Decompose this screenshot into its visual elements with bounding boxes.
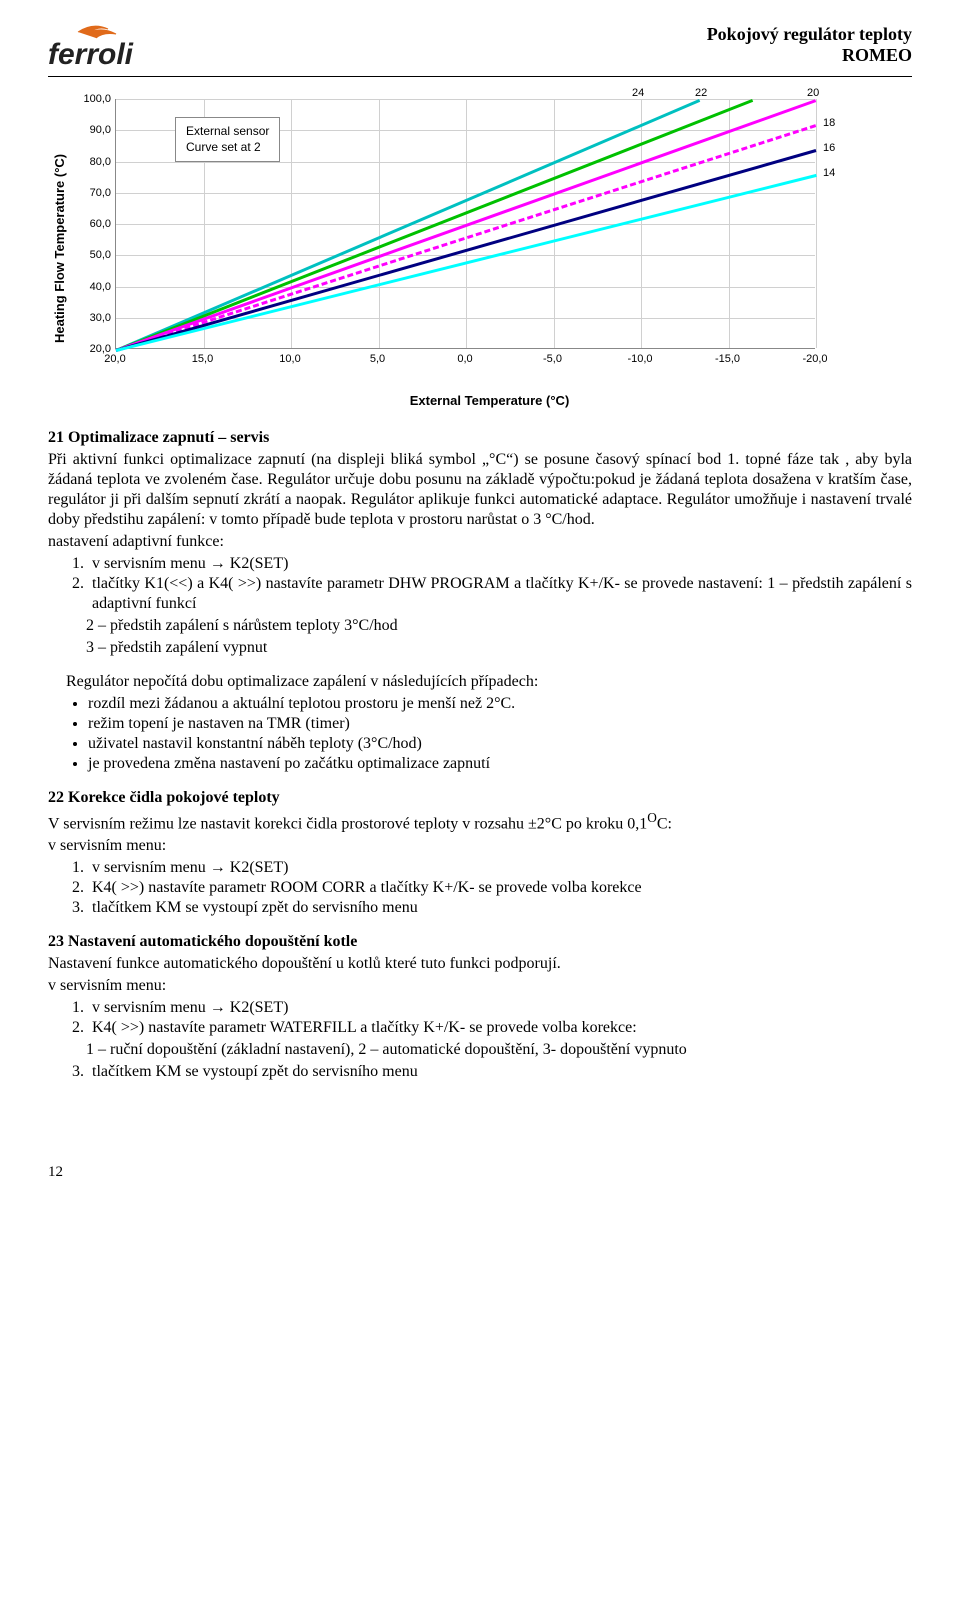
sec21-b1: rozdíl mezi žádanou a aktuální teplotou … — [88, 694, 912, 714]
series-label: 20 — [807, 87, 819, 99]
sec21-li1: v servisním menu → K2(SET) — [88, 554, 912, 574]
section-22: 22 Korekce čidla pokojové teploty V serv… — [48, 788, 912, 918]
x-tick: 10,0 — [279, 353, 300, 365]
x-tick: 0,0 — [457, 353, 472, 365]
x-tick: -10,0 — [627, 353, 652, 365]
series-label: 16 — [823, 142, 835, 154]
header-title-line2: ROMEO — [707, 45, 912, 66]
sec23-steps: v servisním menu → K2(SET) K4( >>) nasta… — [88, 998, 912, 1038]
y-axis-label: Heating Flow Temperature (°C) — [48, 89, 67, 408]
sec22-li3: tlačítkem KM se vystoupí zpět do servisn… — [88, 898, 912, 918]
page-number: 12 — [48, 1164, 912, 1181]
y-tick: 90,0 — [67, 124, 111, 136]
y-tick: 30,0 — [67, 312, 111, 324]
x-tick: 5,0 — [370, 353, 385, 365]
sec21-b4: je provedena změna nastavení po začátku … — [88, 754, 912, 774]
sec21-title: 21 Optimalizace zapnutí – servis — [48, 429, 269, 446]
series-label: 18 — [823, 117, 835, 129]
sec22-p2: v servisním menu: — [48, 836, 912, 856]
x-tick: -20,0 — [802, 353, 827, 365]
sec21-p2: nastavení adaptivní funkce: — [48, 532, 912, 552]
header-title-line1: Pokojový regulátor teploty — [707, 24, 912, 45]
header-title: Pokojový regulátor teploty ROMEO — [707, 24, 912, 66]
sec22-p1: V servisním režimu lze nastavit korekci … — [48, 810, 912, 834]
sec21-p1: Při aktivní funkci optimalizace zapnutí … — [48, 450, 912, 530]
page-header: ferroli Pokojový regulátor teploty ROMEO — [48, 24, 912, 77]
sec22-li1: v servisním menu → K2(SET) — [88, 858, 912, 878]
x-tick: 20,0 — [104, 353, 125, 365]
series-label: 14 — [823, 167, 835, 179]
sec21-bullets: rozdíl mezi žádanou a aktuální teplotou … — [88, 694, 912, 774]
sec21-b3: uživatel nastavil konstantní náběh teplo… — [88, 734, 912, 754]
x-axis-label: External Temperature (°C) — [67, 393, 912, 408]
sec21-p3: Regulátor nepočítá dobu optimalizace zap… — [66, 672, 912, 692]
logo-text: ferroli — [48, 38, 134, 70]
sec21-li2: tlačítky K1(<<) a K4( >>) nastavíte para… — [88, 574, 912, 614]
section-21: 21 Optimalizace zapnutí – servis Při akt… — [48, 428, 912, 774]
y-tick: 80,0 — [67, 156, 111, 168]
sec21-after3: 3 – předstih zapálení vypnut — [86, 638, 912, 658]
y-tick: 40,0 — [67, 281, 111, 293]
sec23-li2: K4( >>) nastavíte parametr WATERFILL a t… — [88, 1018, 912, 1038]
y-tick: 70,0 — [67, 187, 111, 199]
sec21-after2: 2 – předstih zapálení s nárůstem teploty… — [86, 616, 912, 636]
y-tick: 50,0 — [67, 249, 111, 261]
sec21-steps: v servisním menu → K2(SET) tlačítky K1(<… — [88, 554, 912, 614]
sec23-p2: v servisním menu: — [48, 976, 912, 996]
chart-legend: External sensorCurve set at 2 — [175, 117, 280, 162]
series-label: 22 — [695, 87, 707, 99]
y-tick: 60,0 — [67, 218, 111, 230]
heating-curve-chart: Heating Flow Temperature (°C) 20,0 30,0 40… — [48, 89, 912, 408]
sec22-steps: v servisním menu → K2(SET) K4( >>) nasta… — [88, 858, 912, 918]
x-tick: -15,0 — [715, 353, 740, 365]
logo: ferroli — [48, 24, 178, 70]
sec21-b2: režim topení je nastaven na TMR (timer) — [88, 714, 912, 734]
sec23-title: 23 Nastavení automatického dopouštění ko… — [48, 933, 357, 950]
sec23-after1: 1 – ruční dopouštění (základní nastavení… — [86, 1040, 912, 1060]
sec23-steps-cont: tlačítkem KM se vystoupí zpět do servisn… — [88, 1062, 912, 1082]
sec22-li2: K4( >>) nastavíte parametr ROOM CORR a t… — [88, 878, 912, 898]
sec22-title: 22 Korekce čidla pokojové teploty — [48, 789, 280, 806]
section-23: 23 Nastavení automatického dopouštění ko… — [48, 932, 912, 1082]
chart-plot-area: 20,030,040,050,060,070,080,090,0100,020,… — [67, 89, 847, 389]
x-tick: 15,0 — [192, 353, 213, 365]
series-label: 24 — [632, 87, 644, 99]
sec23-li3: tlačítkem KM se vystoupí zpět do servisn… — [88, 1062, 912, 1082]
y-tick: 100,0 — [67, 93, 111, 105]
x-tick: -5,0 — [543, 353, 562, 365]
sec23-li1: v servisním menu → K2(SET) — [88, 998, 912, 1018]
sec23-p1: Nastavení funkce automatického dopouštěn… — [48, 954, 912, 974]
